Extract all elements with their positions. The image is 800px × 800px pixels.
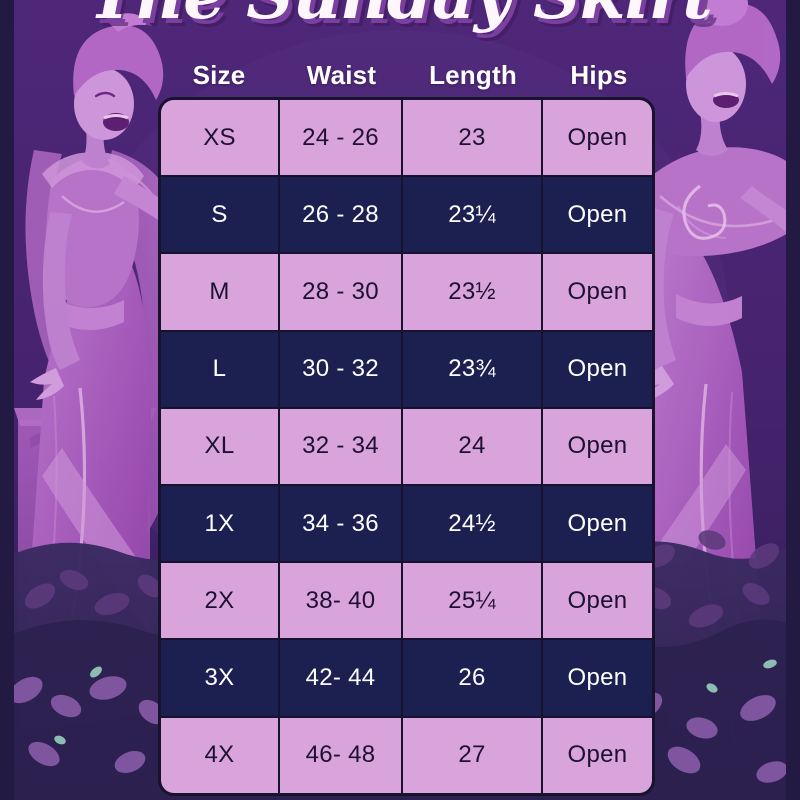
cell-length: 24	[403, 408, 543, 484]
cell-hips: Open	[567, 432, 628, 460]
cell-hips: Open	[567, 663, 628, 691]
cell-hips: Open	[567, 741, 628, 769]
cell-length: 23	[403, 100, 543, 176]
cell-waist: 26 - 28	[280, 177, 403, 253]
cell-size: 1X	[161, 485, 280, 562]
size-chart-table: XS 24 - 26 23 Open S 26 - 28 23¼ Open M …	[158, 97, 655, 796]
table-row: 3X 42- 44 26 Open	[161, 640, 652, 718]
cell-length: 23¾	[403, 331, 543, 407]
cell-waist: 34 - 36	[280, 485, 403, 562]
cell-size: 2X	[161, 563, 280, 639]
table-row: L 30 - 32 23¾ Open	[161, 331, 652, 409]
table-row: 2X 38- 40 25¼ Open	[161, 563, 652, 641]
cell-length: 23½	[403, 254, 543, 330]
cell-hips: Open	[567, 123, 628, 151]
cell-waist: 46- 48	[280, 717, 403, 793]
cell-size: 3X	[161, 640, 280, 716]
cell-size: S	[161, 177, 280, 253]
cell-hips: Open	[567, 509, 628, 537]
cell-hips: Open	[567, 200, 628, 228]
cell-waist: 42- 44	[280, 640, 403, 716]
cell-waist: 24 - 26	[280, 100, 403, 176]
cell-size: 4X	[161, 717, 280, 793]
table-row: XL 32 - 34 24 Open	[161, 408, 652, 486]
table-row: 4X 46- 48 27 Open	[161, 717, 652, 793]
cell-size: XL	[161, 408, 280, 484]
cell-length: 25¼	[403, 563, 543, 639]
cell-hips: Open	[567, 586, 628, 614]
column-header-size: Size	[192, 59, 246, 90]
cell-length: 23¼	[403, 177, 543, 253]
cell-waist: 38- 40	[280, 563, 403, 639]
left-edge-band	[0, 0, 14, 800]
table-row: M 28 - 30 23½ Open	[161, 254, 652, 332]
cell-length: 24½	[403, 485, 543, 562]
table-row: S 26 - 28 23¼ Open	[161, 177, 652, 255]
cell-length: 26	[403, 640, 543, 716]
table-header-row: Size Waist Length Hips	[158, 58, 655, 92]
table-row: 1X 34 - 36 24½ Open	[161, 485, 652, 564]
cell-size: L	[161, 331, 280, 407]
column-header-hips: Hips	[570, 59, 628, 90]
cell-waist: 32 - 34	[280, 408, 403, 484]
cell-hips: Open	[567, 355, 628, 383]
column-header-length: Length	[429, 59, 517, 90]
cell-hips: Open	[567, 277, 628, 305]
cell-length: 27	[403, 717, 543, 793]
cell-size: M	[161, 254, 280, 330]
column-header-waist: Waist	[306, 59, 377, 90]
right-edge-band	[786, 0, 800, 800]
cell-waist: 28 - 30	[280, 254, 403, 330]
cell-size: XS	[161, 100, 280, 176]
cell-waist: 30 - 32	[280, 331, 403, 407]
table-row: XS 24 - 26 23 Open	[161, 100, 652, 178]
